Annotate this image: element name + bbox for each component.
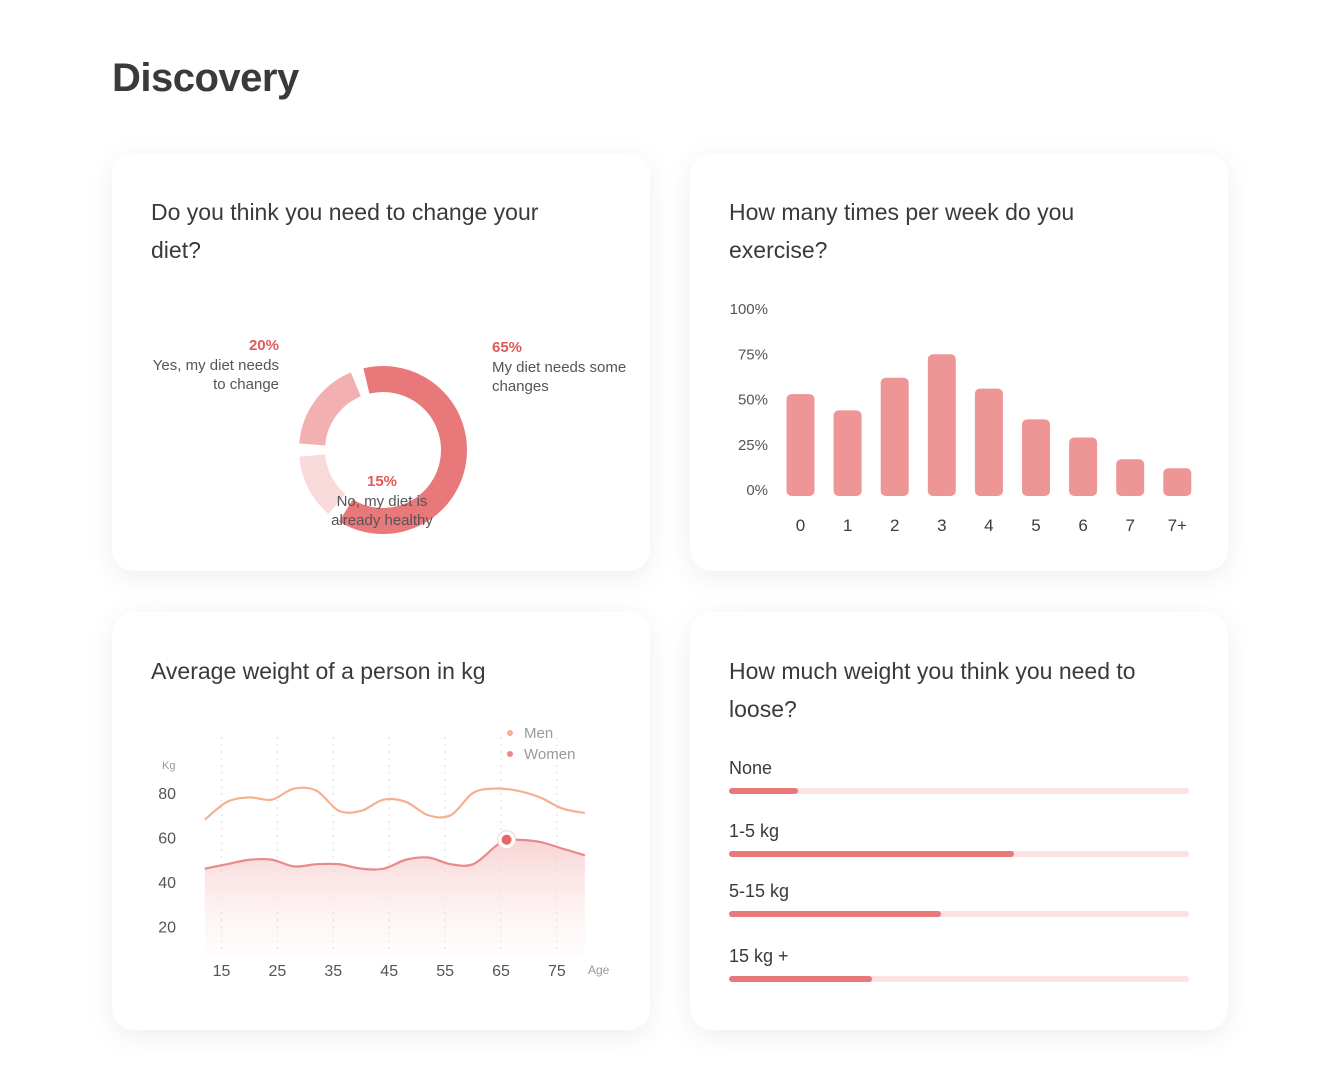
- progress-track: [729, 851, 1189, 857]
- women-line: [204, 838, 586, 871]
- legend-dot: [507, 751, 513, 757]
- loose-card: How much weight you think you need to lo…: [690, 612, 1228, 1030]
- weight-line-chart: 20 40 60 80 Kg 15 25 35 45 55 65 75 Age Men Women: [158, 725, 610, 980]
- donut-label-healthy: 15% No, my diet is already healthy: [312, 472, 452, 530]
- legend-dot: [507, 730, 513, 736]
- donut-label-yes: 20% Yes, my diet needs to change: [152, 336, 279, 394]
- weight-option-label: 5-15 kg: [729, 881, 790, 901]
- x-tick-label: 45: [380, 963, 398, 980]
- x-tick-label: 6: [1078, 516, 1087, 535]
- x-tick-label: 65: [492, 963, 510, 980]
- weight-card: Average weight of a person in kg 20 40 60 8…: [112, 612, 650, 1030]
- donut-label-needs-changes: 65% My diet needs some changes: [492, 338, 632, 396]
- progress-track: [729, 788, 1189, 794]
- progress-fill: [729, 851, 1015, 857]
- card-title: Average weight of a person in kg: [151, 658, 486, 684]
- weight-option-label: None: [729, 758, 773, 778]
- donut-label-text: Yes, my diet needs to change: [152, 357, 279, 393]
- y-tick-label: 20: [158, 920, 176, 937]
- exercise-bar: [1069, 437, 1098, 496]
- exercise-bar: [786, 394, 815, 496]
- y-tick-label: 50%: [738, 392, 768, 409]
- exercise-bar: [927, 354, 956, 496]
- progress-fill: [729, 976, 872, 982]
- y-tick-label: 60: [158, 831, 176, 848]
- y-tick-label: 40: [158, 875, 176, 892]
- progress-fill: [729, 911, 941, 917]
- x-tick-label: 3: [937, 516, 946, 535]
- x-tick-label: 0: [796, 516, 805, 535]
- donut-slice-needs-changes: [339, 366, 467, 534]
- diet-donut-chart: [299, 366, 467, 534]
- weight-option-label: 1-5 kg: [729, 821, 780, 841]
- x-tick-label: 5: [1031, 516, 1040, 535]
- exercise-bar: [1022, 419, 1050, 496]
- x-tick-label: 35: [324, 963, 342, 980]
- donut-percent: 20%: [248, 337, 279, 354]
- weight-option-row: 1-5 kg: [729, 820, 1189, 857]
- progress-track: [729, 911, 1189, 917]
- legend-label: Men: [524, 725, 553, 742]
- weight-option-label: 15 kg +: [729, 946, 789, 966]
- x-tick-label: 15: [213, 963, 231, 980]
- men-line: [204, 786, 586, 821]
- women-area: [204, 839, 585, 955]
- x-tick-label: 7+: [1168, 516, 1187, 535]
- y-axis-label: Kg: [162, 760, 175, 772]
- weight-option-row: 5-15 kg: [729, 880, 1189, 917]
- x-tick-label: 55: [436, 963, 454, 980]
- exercise-bar: [1163, 468, 1192, 496]
- y-tick-label: 80: [158, 786, 176, 803]
- x-axis-label: Age: [588, 963, 610, 977]
- donut-slice-yes: [299, 372, 362, 446]
- x-tick-label: 75: [548, 963, 566, 980]
- page-title: Discovery: [112, 56, 299, 100]
- donut-label-text: My diet needs some changes: [492, 359, 627, 395]
- y-tick-label: 0%: [746, 482, 768, 499]
- exercise-bar: [880, 377, 909, 496]
- y-tick-label: 100%: [730, 301, 768, 318]
- donut-percent: 15%: [366, 473, 398, 490]
- y-tick-label: 25%: [738, 437, 768, 454]
- exercise-card: How many times per week do you exercise?…: [690, 153, 1228, 571]
- card-title: How many times per week do you exercise?: [729, 199, 1075, 263]
- exercise-bar: [974, 388, 1003, 496]
- card-title: How much weight you think you need to lo…: [729, 658, 1136, 722]
- x-tick-label: 25: [269, 963, 287, 980]
- x-tick-label: 1: [843, 516, 852, 535]
- donut-percent: 65%: [492, 339, 523, 356]
- donut-slice-healthy: [299, 453, 346, 514]
- weight-option-row: None: [729, 757, 1189, 794]
- card-title: Do you think you need to change your die…: [151, 199, 539, 263]
- weight-option-row: 15 kg +: [729, 945, 1189, 982]
- diet-card: Do you think you need to change your die…: [112, 153, 650, 571]
- exercise-bar: [1116, 459, 1145, 496]
- y-tick-label: 75%: [738, 346, 768, 363]
- x-tick-label: 7: [1125, 516, 1134, 535]
- donut-label-text: No, my diet is already healthy: [331, 493, 433, 529]
- exercise-bar: [833, 410, 862, 496]
- progress-track: [729, 976, 1189, 982]
- progress-fill: [729, 788, 798, 794]
- x-tick-label: 2: [890, 516, 899, 535]
- highlight-point[interactable]: [501, 834, 512, 845]
- legend-label: Women: [524, 746, 575, 763]
- x-tick-label: 4: [984, 516, 993, 535]
- exercise-bar-chart: 0% 25% 50% 75% 100% 0 1 2 3 4 5 6 7 7+: [730, 301, 1192, 535]
